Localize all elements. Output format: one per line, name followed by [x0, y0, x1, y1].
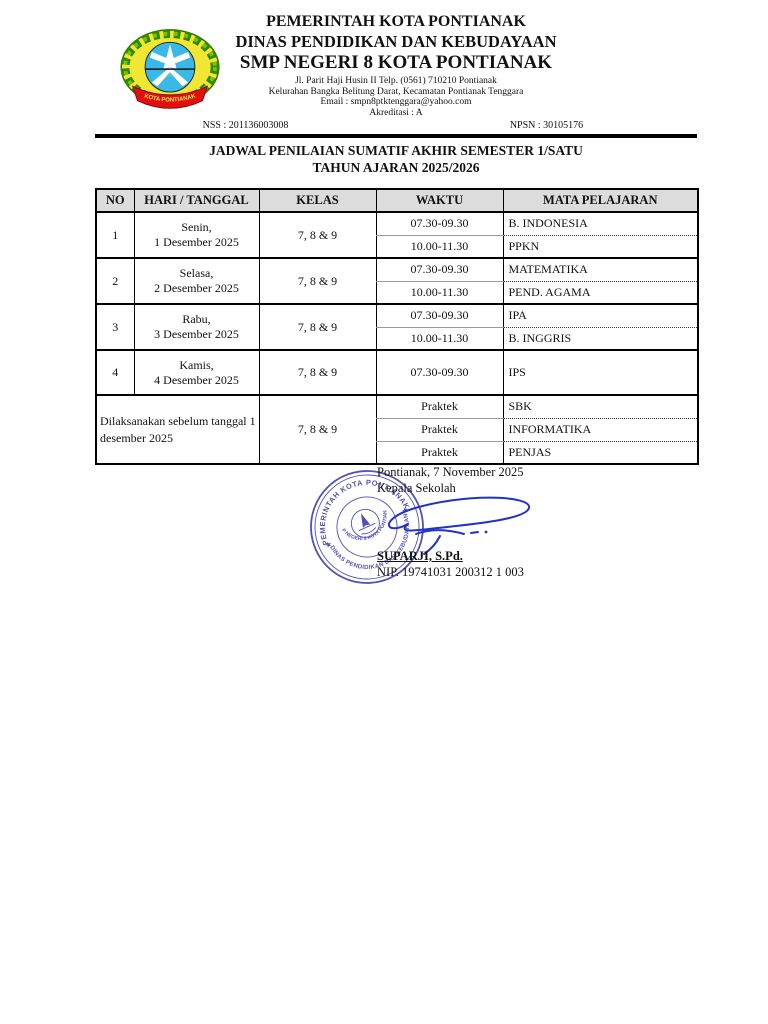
table-row: Dilaksanakan sebelum tanggal 1 desember …: [95, 394, 698, 464]
signature-role: Kepala Sekolah: [377, 481, 456, 495]
row1-mapel-1: B. INDONESIA: [502, 211, 698, 236]
row3-day-name: Rabu,: [182, 312, 211, 326]
row3-waktu-1: 07.30-09.30: [375, 303, 503, 328]
table-header-row: NO HARI / TANGGAL KELAS WAKTU MATA PELAJ…: [95, 189, 698, 213]
stamp-star-left-icon: ★: [323, 539, 333, 550]
schedule-table: NO HARI / TANGGAL KELAS WAKTU MATA PELAJ…: [95, 188, 699, 465]
document-title: JADWAL PENILAIAN SUMATIF AKHIR SEMESTER …: [95, 143, 697, 176]
col-header-no: NO: [95, 189, 134, 213]
praktek-mapel-1: SBK: [502, 394, 698, 419]
praktek-mapel-3: PENJAS: [502, 441, 698, 464]
praktek-note: Dilaksanakan sebelum tanggal 1 desember …: [95, 394, 259, 464]
email-line: Email : smpn8ptktenggara@yahoo.com: [320, 97, 472, 107]
row2-no: 2: [95, 257, 134, 304]
government-line: PEMERINTAH KOTA PONTIANAK: [266, 13, 526, 30]
row3-kelas: 7, 8 & 9: [258, 303, 376, 350]
row4-day: Kamis, 4 Desember 2025: [133, 349, 259, 395]
row1-day-name: Senin,: [181, 220, 212, 234]
row1-waktu-1: 07.30-09.30: [375, 211, 503, 236]
table-row: 4 Kamis, 4 Desember 2025 7, 8 & 9 07.30-…: [95, 349, 698, 395]
praktek-waktu-3: Praktek: [375, 441, 503, 464]
table-row: 10.00-11.30 B. INGGRIS: [96, 327, 698, 350]
col-header-waktu: WAKTU: [375, 189, 503, 213]
row3-mapel-2: B. INGGRIS: [502, 327, 698, 350]
signature-block: Pontianak, 7 November 2025 Kepala Sekola…: [377, 464, 627, 580]
accreditation-line: Akreditasi : A: [369, 107, 423, 118]
row2-waktu-1: 07.30-09.30: [375, 257, 503, 282]
row3-date: 3 Desember 2025: [154, 327, 239, 341]
row4-waktu-1: 07.30-09.30: [375, 349, 503, 395]
praktek-waktu-1: Praktek: [375, 394, 503, 419]
letterhead: 1771 KOTA PONTIANAK PEMERINTAH KOTA PONT…: [95, 12, 697, 138]
row4-date: 4 Desember 2025: [154, 372, 239, 387]
row3-day: Rabu, 3 Desember 2025: [133, 303, 259, 350]
row2-mapel-2: PEND. AGAMA: [502, 281, 698, 304]
table-row: 10.00-11.30 PPKN: [96, 235, 698, 258]
table-row: 2 Selasa, 2 Desember 2025 7, 8 & 9 07.30…: [95, 257, 698, 304]
headmaster-signature-icon: [388, 496, 530, 555]
col-header-mata-pelajaran: MATA PELAJARAN: [502, 189, 698, 213]
address-line-2: Kelurahan Bangka Belitung Darat, Kecamat…: [268, 86, 524, 97]
row3-no: 3: [95, 303, 134, 350]
signature-name: SUPARJI, S.Pd.: [377, 549, 463, 563]
col-header-hari-tanggal: HARI / TANGGAL: [133, 189, 259, 213]
row1-date: 1 Desember 2025: [154, 235, 239, 249]
table-row: 10.00-11.30 PEND. AGAMA: [96, 281, 698, 304]
row3-mapel-1: IPA: [502, 303, 698, 328]
nss-value: NSS : 201136003008: [202, 120, 289, 131]
row2-date: 2 Desember 2025: [154, 281, 239, 295]
table-row: Praktek INFORMATIKA: [96, 418, 698, 442]
row4-day-name: Kamis,: [179, 357, 214, 372]
praktek-waktu-2: Praktek: [375, 418, 503, 442]
row1-kelas: 7, 8 & 9: [258, 211, 376, 258]
signature-place-date: Pontianak, 7 November 2025: [377, 465, 524, 479]
table-row: Praktek PENJAS: [96, 441, 698, 464]
school-name: SMP NEGERI 8 KOTA PONTIANAK: [239, 52, 553, 73]
row2-mapel-1: MATEMATIKA: [502, 257, 698, 282]
signature-nip: NIP. 19741031 200312 1 003: [377, 565, 524, 579]
npsn-value: NPSN : 30105176: [509, 120, 584, 131]
praktek-kelas: 7, 8 & 9: [258, 394, 376, 464]
row2-day: Selasa, 2 Desember 2025: [133, 257, 259, 304]
praktek-mapel-2: INFORMATIKA: [502, 418, 698, 442]
row1-day: Senin, 1 Desember 2025: [133, 211, 259, 258]
row3-waktu-2: 10.00-11.30: [375, 327, 503, 350]
table-row: 1 Senin, 1 Desember 2025 7, 8 & 9 07.30-…: [95, 211, 698, 258]
address-line-1: Jl. Parit Haji Husin II Telp. (0561) 710…: [295, 76, 497, 86]
svg-text:KOTA PONTIANAK: KOTA PONTIANAK: [143, 93, 197, 103]
nss-npsn-row: NSS : 201136003008 NPSN : 30105176: [95, 120, 697, 131]
row2-day-name: Selasa,: [179, 266, 214, 280]
row1-no: 1: [95, 211, 134, 258]
logo-banner-text: KOTA PONTIANAK: [143, 93, 197, 103]
kota-pontianak-logo-icon: 1771 KOTA PONTIANAK: [120, 29, 220, 109]
col-header-kelas: KELAS: [258, 189, 376, 213]
svg-text:1771: 1771: [165, 74, 175, 79]
row4-mapel-1: IPS: [502, 349, 698, 395]
row1-mapel-2: PPKN: [502, 235, 698, 258]
department-line: DINAS PENDIDIKAN DAN KEBUDAYAAN: [235, 32, 557, 51]
row2-waktu-2: 10.00-11.30: [375, 281, 503, 304]
row4-kelas: 7, 8 & 9: [258, 349, 376, 395]
row1-waktu-2: 10.00-11.30: [375, 235, 503, 258]
document-title-line2: TAHUN AJARAN 2025/2026: [312, 159, 480, 175]
document-title-line1: JADWAL PENILAIAN SUMATIF AKHIR SEMESTER …: [209, 143, 583, 158]
row2-kelas: 7, 8 & 9: [258, 257, 376, 304]
table-row: 3 Rabu, 3 Desember 2025 7, 8 & 9 07.30-0…: [95, 303, 698, 350]
row4-no: 4: [95, 349, 134, 395]
letterhead-divider: [95, 134, 697, 138]
